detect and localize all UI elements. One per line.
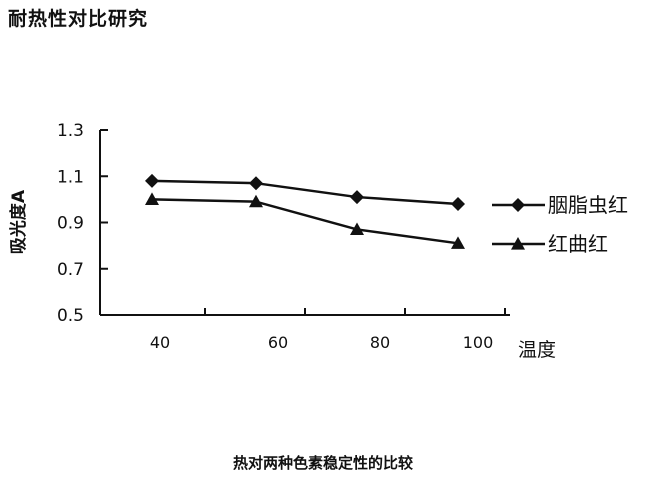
legend-label: 红曲红 [548, 232, 608, 256]
series-line [151, 198, 459, 245]
x-axis-label: 温度 [518, 339, 556, 361]
data-point [145, 173, 159, 188]
y-tick-label: 0.7 [57, 260, 84, 280]
y-axis-label: 吸光度A [8, 189, 29, 254]
series-triangle [145, 192, 465, 249]
x-tick-label: 60 [268, 333, 288, 352]
legend-marker [511, 237, 525, 250]
chart-series [145, 173, 465, 249]
chart-ticks: 1.3 1.1 0.9 0.7 0.5 40 60 80 100 [57, 121, 506, 352]
x-tick-label: 80 [370, 333, 390, 352]
legend-label: 胭脂虫红 [548, 193, 628, 217]
data-point [249, 176, 263, 191]
data-point [350, 190, 364, 205]
x-tick-label: 40 [150, 333, 170, 352]
data-point [451, 236, 465, 249]
y-tick-label: 1.1 [57, 167, 84, 187]
series-diamond [145, 173, 465, 211]
data-point [451, 197, 465, 211]
x-tick-label: 100 [463, 333, 494, 352]
y-tick-label: 0.5 [57, 306, 84, 326]
y-tick-label: 0.9 [57, 214, 84, 234]
data-point [350, 222, 364, 236]
y-tick-label: 1.3 [57, 121, 84, 141]
page-title: 耐热性对比研究 [8, 8, 149, 30]
legend-marker [511, 198, 525, 212]
series-line [151, 179, 459, 206]
data-point [249, 194, 263, 208]
figure-caption: 热对两种色素稳定性的比较 [232, 454, 413, 472]
chart-axes [99, 130, 510, 316]
data-point [145, 192, 159, 205]
